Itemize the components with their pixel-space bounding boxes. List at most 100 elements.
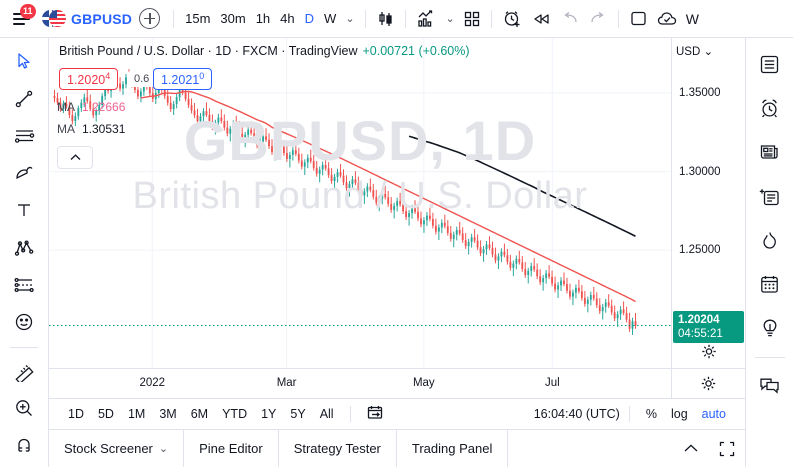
timeframe-chevron-down-icon[interactable]: ⌄ <box>345 13 355 25</box>
main-area: GBPUSD, 1D British Pound / U.S. Dollar B… <box>0 38 793 467</box>
save-button[interactable] <box>652 5 684 33</box>
data-window-button[interactable] <box>753 179 787 213</box>
timeframe-4h[interactable]: 4h <box>280 11 295 26</box>
alarm-clock-plus-icon <box>504 10 520 27</box>
forecast-tool[interactable] <box>7 269 41 300</box>
legend-collapse-button[interactable] <box>57 146 93 169</box>
currency-selector[interactable]: USD ⌄ <box>676 44 745 58</box>
panel-collapse-button[interactable] <box>673 430 709 467</box>
symbol-selector[interactable]: GBPUSD <box>36 5 132 33</box>
alerts-button[interactable] <box>753 91 787 125</box>
zoom-in-icon <box>16 400 32 417</box>
tab-strategy-tester[interactable]: Strategy Tester <box>279 430 397 467</box>
redo-button[interactable] <box>584 5 612 33</box>
layout-button[interactable] <box>625 5 652 33</box>
text-tool[interactable] <box>7 195 41 226</box>
chart-zone: GBPUSD, 1D British Pound / U.S. Dollar B… <box>49 38 745 368</box>
watchlist-button[interactable] <box>753 47 787 81</box>
price-tag-blue[interactable]: 1.20210 <box>153 68 213 91</box>
price-tick: 1.25000 <box>679 244 721 257</box>
main-menu-button[interactable]: 11 <box>6 3 36 33</box>
price-tag-blue-sup: 0 <box>199 71 205 81</box>
calendar-button[interactable] <box>753 267 787 301</box>
timeframe-15m[interactable]: 15m <box>185 11 211 26</box>
ma-slow-label: MA <box>57 122 75 136</box>
time-tick: Jul <box>544 377 560 389</box>
zoom-in-tool[interactable] <box>7 393 41 424</box>
undo-button[interactable] <box>556 5 584 33</box>
timeframe-W[interactable]: W <box>324 11 337 26</box>
trend-line-tool[interactable] <box>7 83 41 114</box>
goto-date-button[interactable] <box>360 402 391 426</box>
price-tag-red-sup: 4 <box>105 71 111 81</box>
watchlist-icon <box>760 55 779 73</box>
indicators-chevron-down-icon[interactable]: ⌄ <box>445 13 455 25</box>
tab-label: Pine Editor <box>199 441 263 456</box>
magnet-tool[interactable] <box>7 430 41 461</box>
indicators-button[interactable] <box>412 5 442 33</box>
range-5D[interactable]: 5D <box>97 407 114 421</box>
tab-group: Stock Screener ⌄ Pine Editor Strategy Teste… <box>49 430 509 467</box>
timeframe-1h[interactable]: 1h <box>255 11 271 26</box>
fullscreen-button[interactable] <box>709 430 745 467</box>
price-tag-red[interactable]: 1.20204 <box>59 68 119 91</box>
ma-fast-value: 1.22666 <box>82 100 126 114</box>
ma-legend-slow[interactable]: MA 1.30531 <box>57 122 125 136</box>
news-button[interactable] <box>753 135 787 169</box>
cursor-tool[interactable] <box>7 46 41 77</box>
hotlist-button[interactable] <box>753 223 787 257</box>
chat-icon <box>759 378 779 394</box>
log-scale-button[interactable]: log <box>670 407 688 421</box>
candlestick-icon <box>378 12 392 26</box>
measure-ruler-tool[interactable] <box>7 355 41 386</box>
toolbar-divider <box>490 9 492 28</box>
range-YTD[interactable]: YTD <box>222 407 248 421</box>
time-tick: Mar <box>276 377 297 389</box>
chat-button[interactable] <box>753 369 787 403</box>
templates-button[interactable] <box>459 5 485 33</box>
toolbar-edge-letter: W <box>685 10 699 27</box>
brush-tool[interactable] <box>7 158 41 189</box>
percent-scale-button[interactable]: % <box>645 407 657 421</box>
ma-legend-fast[interactable]: MA 1.22666 <box>57 100 125 114</box>
tab-stock-screener[interactable]: Stock Screener ⌄ <box>49 430 185 467</box>
tab-trading-panel[interactable]: Trading Panel <box>397 430 509 467</box>
toolbar-divider <box>617 9 619 28</box>
add-symbol-button[interactable] <box>132 5 167 33</box>
indicators-icon <box>417 9 432 27</box>
time-axis[interactable]: 2022 Mar May Jul <box>49 368 745 398</box>
price-axis[interactable]: USD ⌄ 1.35000 1.30000 1.25000 1.20204 04:5… <box>671 38 745 368</box>
price-tick: 1.35000 <box>679 87 721 99</box>
timeframe-D[interactable]: D <box>304 11 315 26</box>
price-axis-settings-button[interactable] <box>701 344 716 364</box>
fullscreen-icon <box>719 441 735 456</box>
range-6M[interactable]: 6M <box>190 407 209 421</box>
range-3M[interactable]: 3M <box>159 407 177 421</box>
timeframe-30m[interactable]: 30m <box>220 11 246 26</box>
time-axis-settings-button[interactable] <box>671 369 745 398</box>
range-1D[interactable]: 1D <box>68 407 84 421</box>
range-1M[interactable]: 1M <box>127 407 146 421</box>
auto-scale-button[interactable]: auto <box>701 407 726 421</box>
replay-button[interactable] <box>527 5 556 33</box>
alert-button[interactable] <box>498 5 527 33</box>
cloud-check-icon <box>657 11 676 25</box>
range-1Y[interactable]: 1Y <box>261 407 277 421</box>
currency-pair-flags-icon <box>42 9 66 29</box>
emoji-tool[interactable] <box>7 306 41 337</box>
session-clock: 16:04:40 (UTC) <box>533 407 620 421</box>
ideas-button[interactable] <box>753 311 787 345</box>
chart-plot-area[interactable]: GBPUSD, 1D British Pound / U.S. Dollar B… <box>49 38 671 368</box>
chart-style-button[interactable] <box>372 5 399 33</box>
news-icon <box>760 145 778 159</box>
patterns-tool[interactable] <box>7 232 41 263</box>
horizontal-lines-tool[interactable] <box>7 120 41 151</box>
price-tag-blue-base: 1.2021 <box>161 73 200 88</box>
current-price-badge[interactable]: 1.20204 04:55:21 <box>673 310 744 343</box>
chart-column: GBPUSD, 1D British Pound / U.S. Dollar B… <box>49 38 745 467</box>
tab-pine-editor[interactable]: Pine Editor <box>184 430 279 467</box>
range-All[interactable]: All <box>319 407 334 421</box>
layout-square-icon <box>631 11 646 26</box>
hotlist-flame-icon <box>762 231 776 249</box>
range-5Y[interactable]: 5Y <box>290 407 306 421</box>
